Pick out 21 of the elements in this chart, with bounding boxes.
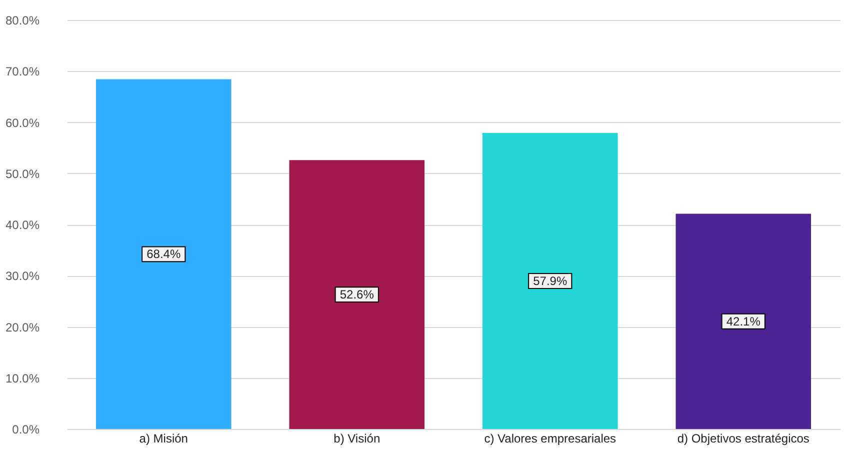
data-label: 42.1%: [726, 314, 761, 328]
y-tick-label: 30.0%: [5, 269, 40, 284]
y-tick-label: 0.0%: [12, 422, 40, 436]
y-tick-label: 70.0%: [5, 64, 40, 79]
bar: [676, 214, 812, 429]
data-label: 52.6%: [340, 288, 374, 302]
data-label: 57.9%: [533, 274, 568, 288]
x-tick-label: d) Objetivos estratégicos: [677, 432, 810, 446]
data-label: 68.4%: [146, 247, 181, 262]
y-tick-label: 50.0%: [5, 166, 40, 181]
bar: [482, 132, 618, 429]
x-tick-label: c) Valores empresariales: [484, 432, 616, 446]
bar: [289, 160, 425, 429]
x-tick-label: a) Misión: [139, 432, 188, 446]
y-tick-label: 60.0%: [5, 116, 40, 130]
y-tick-label: 20.0%: [5, 320, 40, 334]
y-tick-label: 80.0%: [5, 14, 40, 28]
x-tick-label: b) Visión: [334, 432, 380, 446]
bar: [96, 79, 232, 429]
y-tick-label: 10.0%: [5, 371, 40, 386]
y-tick-label: 40.0%: [5, 218, 40, 232]
